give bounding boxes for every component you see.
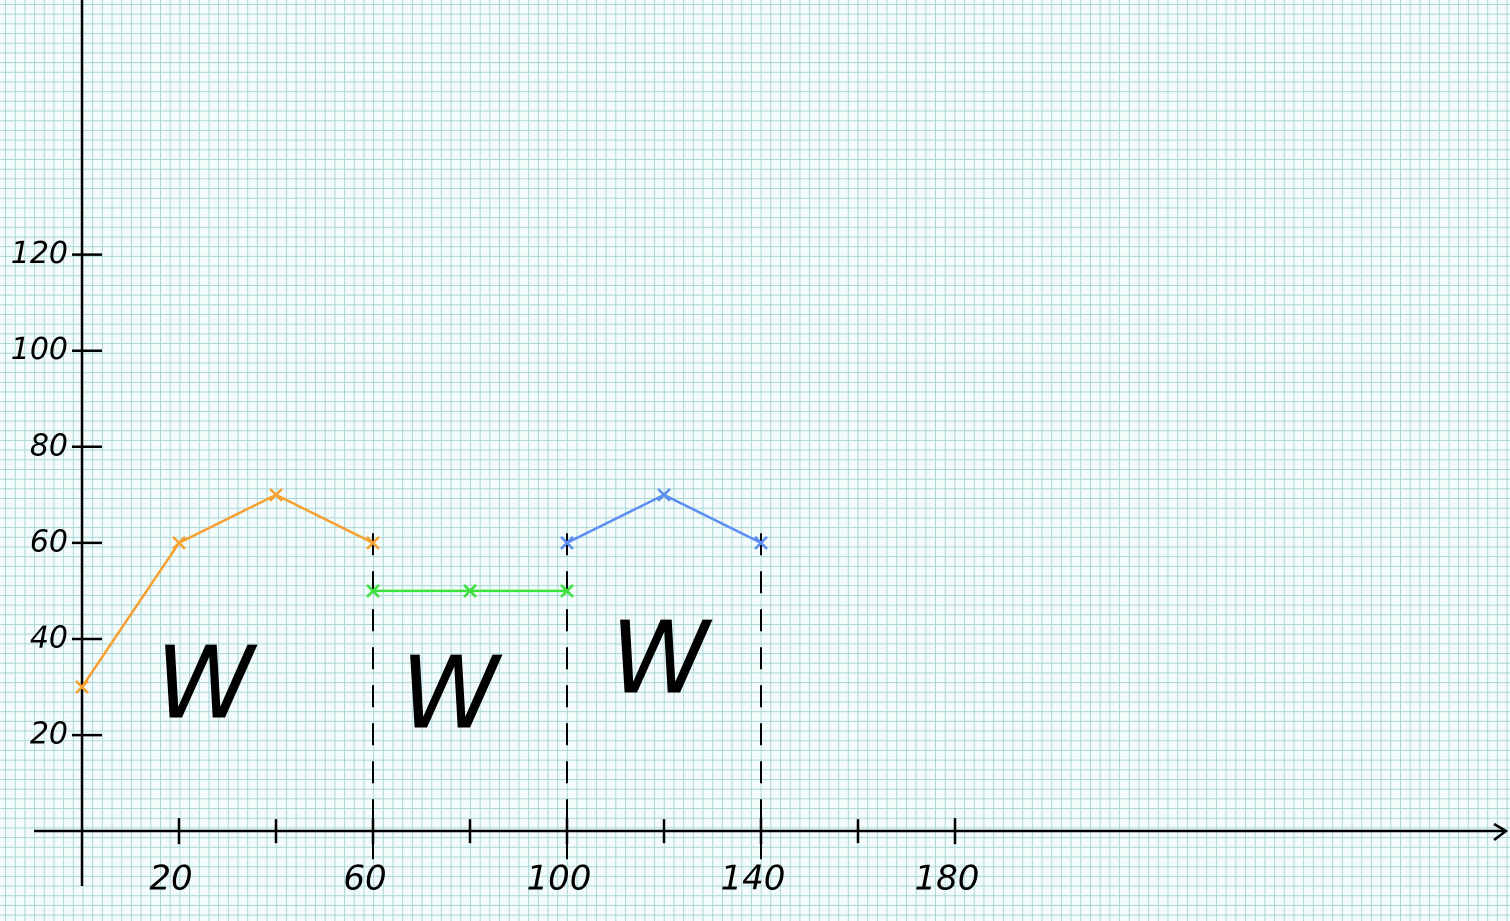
x-tick-label: 180: [915, 859, 980, 899]
y-tick-label: 120: [11, 236, 68, 271]
x-tick-label: 140: [721, 859, 786, 899]
x-tick-label: 60: [343, 859, 386, 899]
chart: 204060801001202060100140180WWW: [0, 0, 1510, 921]
y-tick-label: 60: [30, 524, 68, 559]
annotation: W: [401, 634, 503, 751]
page: 204060801001202060100140180WWW (() => { …: [0, 0, 1510, 921]
annotation: W: [156, 624, 258, 741]
point-marker: [270, 489, 282, 501]
point-marker: [658, 489, 670, 501]
y-tick-label: 40: [30, 620, 68, 655]
y-tick-label: 100: [11, 332, 68, 367]
point-marker: [173, 537, 185, 549]
x-tick-label: 100: [527, 859, 592, 899]
annotation: W: [611, 599, 713, 716]
series-line: [567, 495, 761, 543]
y-tick-label: 80: [30, 428, 68, 463]
y-tick-label: 20: [30, 717, 68, 752]
x-tick-label: 20: [149, 859, 192, 899]
